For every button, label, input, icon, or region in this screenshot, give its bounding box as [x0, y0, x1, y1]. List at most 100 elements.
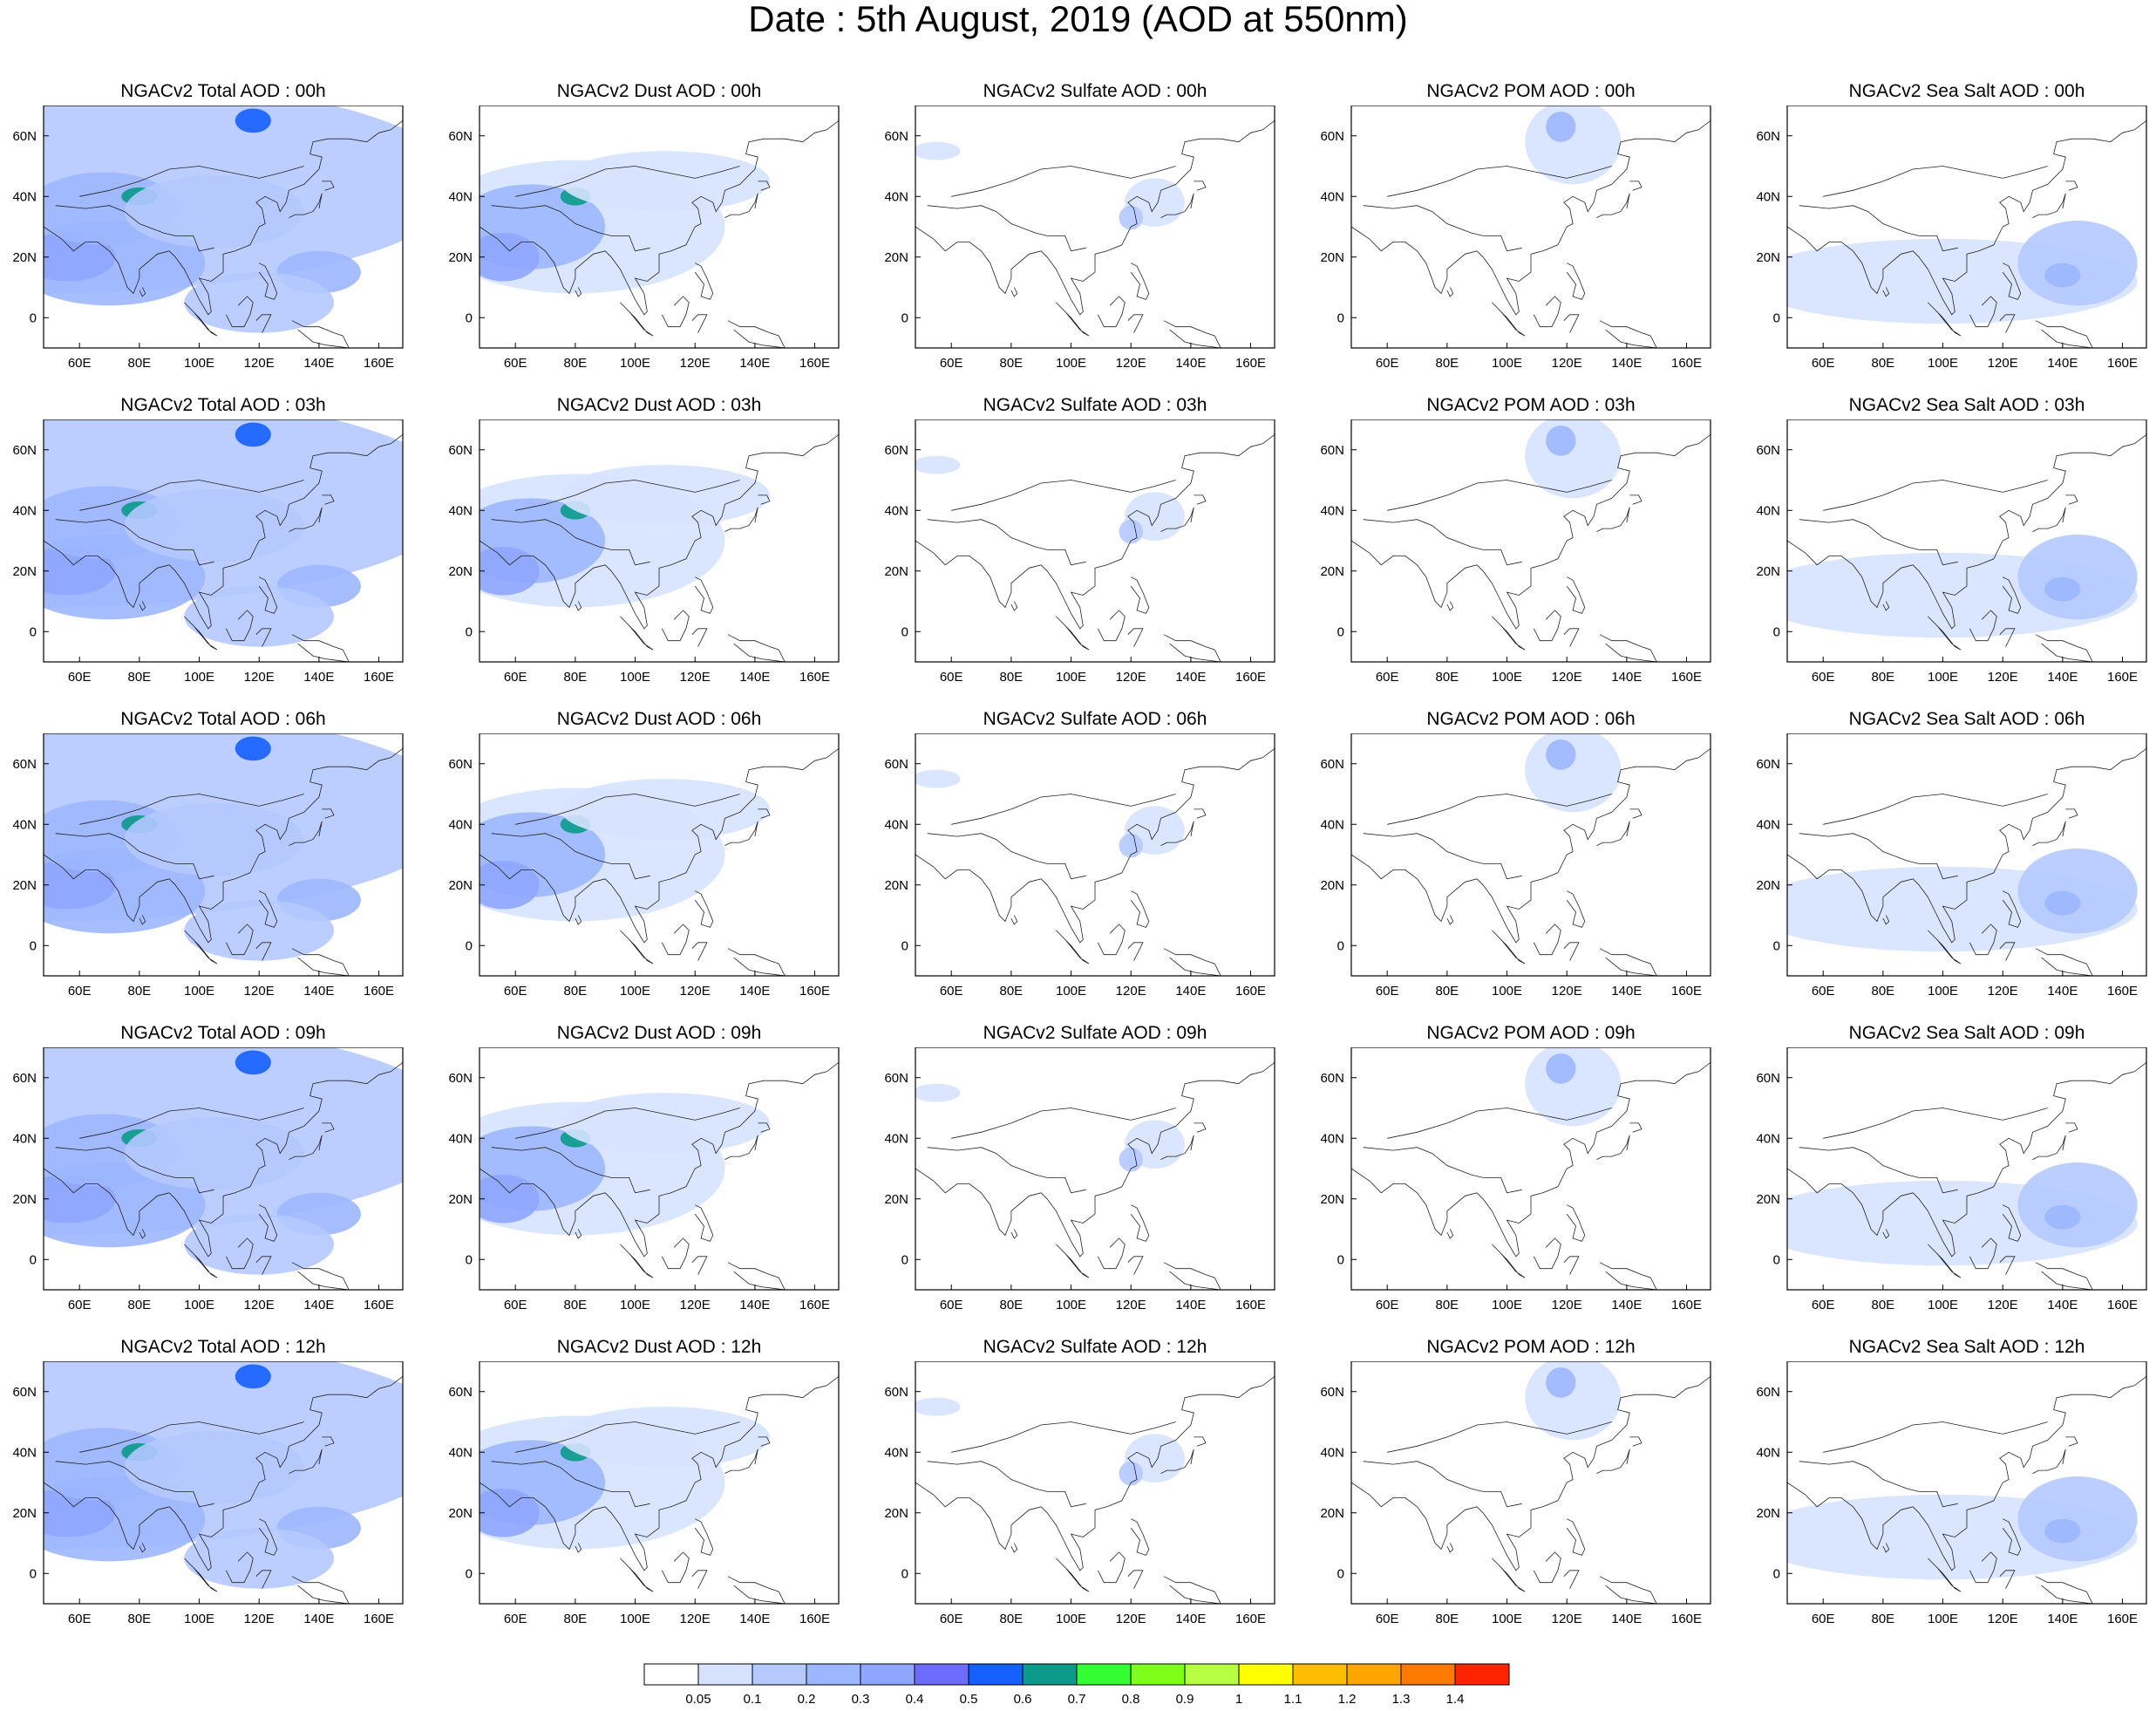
- aod-field: [1546, 1053, 1576, 1084]
- lat-tick-label: 40N: [448, 1131, 473, 1146]
- aod-field: [44, 1174, 116, 1224]
- map-frame: [915, 1047, 1275, 1291]
- coastline: [1882, 1229, 1890, 1239]
- coastline: [322, 1436, 335, 1447]
- lon-tick-label: 160E: [1671, 1612, 1702, 1626]
- lon-tick-label: 140E: [303, 670, 334, 685]
- aod-field: [44, 1488, 116, 1537]
- aod-field: [184, 1214, 335, 1275]
- coastline: [620, 302, 654, 337]
- lon-tick-label: 120E: [244, 1612, 275, 1626]
- coastline: [927, 519, 1086, 566]
- lon-tick-label: 120E: [244, 356, 275, 371]
- lat-tick-label: 60N: [1320, 1071, 1344, 1086]
- aod-field: [1546, 739, 1576, 770]
- lat-tick-label: 0: [1773, 624, 1780, 639]
- lat-tick-label: 40N: [12, 1131, 37, 1146]
- coastline: [1163, 320, 1221, 348]
- map-panel: NGACv2 Total AOD : 03h 60E 80E 100E 120E 140E…: [0, 395, 436, 692]
- lat-tick-label: 20N: [448, 1192, 473, 1207]
- coastline: [575, 287, 582, 297]
- lon-tick-label: 80E: [128, 1298, 152, 1312]
- lon-tick-label: 160E: [1235, 984, 1266, 999]
- aod-field: [2017, 1476, 2138, 1562]
- lon-tick-label: 140E: [1611, 670, 1642, 685]
- lon-tick-label: 80E: [1436, 1298, 1459, 1312]
- lat-tick-label: 60N: [1320, 1385, 1344, 1400]
- coastline: [758, 808, 771, 819]
- coastline: [724, 1449, 758, 1474]
- colorbar-swatch: [1184, 1663, 1240, 1686]
- coastline: [727, 1576, 786, 1604]
- coastline: [1799, 833, 1958, 880]
- aod-field: [2017, 1162, 2138, 1248]
- aod-field: [2044, 890, 2081, 916]
- lon-tick-label: 60E: [940, 1298, 963, 1312]
- lat-tick-label: 20N: [448, 878, 473, 893]
- aod-field: [560, 1093, 771, 1154]
- map-plot: 60E 80E 100E 120E 140E 160E 60N 40N 20N 0: [12, 733, 404, 999]
- lon-tick-label: 160E: [2107, 356, 2138, 371]
- aod-field: [915, 1397, 961, 1416]
- lat-tick-label: 40N: [12, 1445, 37, 1460]
- coastline: [1387, 1108, 1612, 1139]
- map-plot: 60E 80E 100E 120E 140E 160E 60N 40N 20N 0: [1756, 1047, 2147, 1312]
- aod-field: [1119, 205, 1143, 230]
- lon-tick-label: 160E: [799, 1612, 830, 1626]
- lat-tick-label: 60N: [1320, 443, 1344, 458]
- lon-tick-label: 120E: [1988, 356, 2018, 371]
- lon-tick-label: 60E: [1376, 356, 1399, 371]
- colorbar-label: 1.4: [1446, 1692, 1465, 1707]
- coastline: [1127, 1256, 1144, 1275]
- coastline: [620, 1558, 654, 1592]
- aod-field: [235, 1050, 271, 1075]
- coastline: [758, 181, 771, 191]
- coastline: [724, 507, 758, 532]
- colorbar-label: 0.05: [685, 1692, 711, 1707]
- map-plot: 60E 80E 100E 120E 140E 160E 60N 40N 20N 0: [12, 1047, 404, 1312]
- map-frame: [1350, 733, 1711, 977]
- aod-field: [479, 1174, 540, 1224]
- lat-tick-label: 20N: [12, 1192, 37, 1207]
- coastline: [291, 634, 350, 662]
- lat-tick-label: 40N: [1756, 817, 1780, 832]
- lat-tick-label: 20N: [1756, 1506, 1780, 1521]
- map-panel: NGACv2 Dust AOD : 12h 60E 80E 100E 120E 140E 1…: [436, 1337, 872, 1633]
- lon-tick-label: 100E: [1492, 670, 1522, 685]
- aod-field: [235, 108, 271, 133]
- map-plot: 60E 80E 100E 120E 140E 160E 60N 40N 20N 0: [12, 1361, 404, 1626]
- coastline: [515, 166, 740, 197]
- lon-tick-label: 100E: [620, 984, 650, 999]
- coastline: [1387, 1421, 1612, 1453]
- map-plot: 60E 80E 100E 120E 140E 160E 60N 40N 20N 0: [448, 106, 840, 371]
- lat-tick-label: 0: [1773, 938, 1780, 953]
- coastline: [951, 1108, 1176, 1139]
- colorbar-label: 0.6: [1014, 1692, 1032, 1707]
- coastline: [1446, 601, 1454, 611]
- lon-tick-label: 100E: [1928, 984, 1958, 999]
- coastline: [1363, 519, 1522, 566]
- lat-tick-label: 60N: [1756, 129, 1780, 144]
- lon-tick-label: 80E: [564, 984, 588, 999]
- lon-tick-label: 140E: [2047, 356, 2078, 371]
- lat-tick-label: 0: [1337, 938, 1344, 953]
- lon-tick-label: 140E: [303, 984, 334, 999]
- lon-tick-label: 160E: [364, 984, 394, 999]
- colorbar-label: 0.8: [1122, 1692, 1140, 1707]
- coastline: [1194, 1436, 1207, 1447]
- lon-tick-label: 80E: [1436, 670, 1459, 685]
- lon-tick-label: 80E: [1872, 1298, 1895, 1312]
- coastline: [575, 1229, 582, 1239]
- coastline: [1563, 1570, 1580, 1589]
- colorbar-swatch: [1238, 1663, 1294, 1686]
- aod-field: [1119, 1147, 1143, 1172]
- lon-tick-label: 120E: [1988, 984, 2018, 999]
- aod-field: [235, 736, 271, 761]
- colorbar-label: 0.9: [1176, 1692, 1194, 1707]
- coastline: [1163, 634, 1221, 662]
- lon-tick-label: 80E: [1872, 356, 1895, 371]
- coastline: [694, 576, 714, 614]
- lon-tick-label: 120E: [1988, 1298, 2018, 1312]
- panel-title: NGACv2 Sea Salt AOD : 06h: [1848, 709, 2085, 729]
- lon-tick-label: 100E: [620, 670, 650, 685]
